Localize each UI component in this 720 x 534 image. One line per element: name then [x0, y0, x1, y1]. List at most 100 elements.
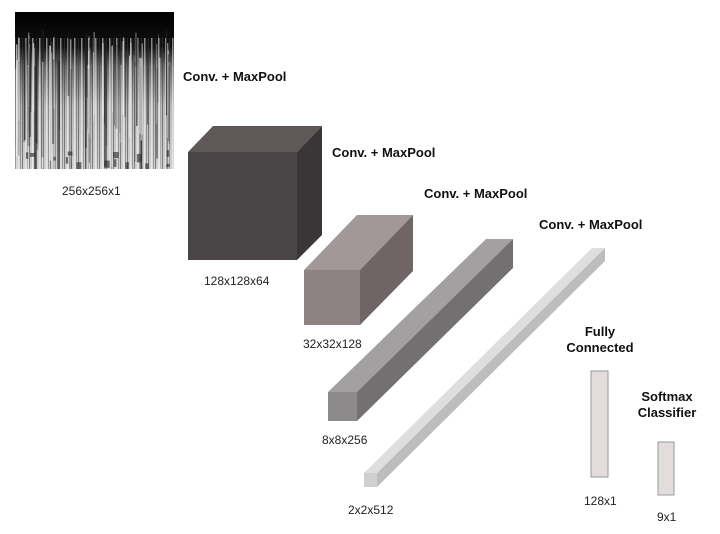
spectrogram-streak [89, 47, 91, 138]
spectrogram-streak [17, 37, 21, 121]
spectrogram-streak [105, 38, 108, 146]
spectrogram-streak [124, 53, 127, 118]
spectrogram-blob [166, 163, 170, 168]
spectrogram-streak [104, 41, 107, 167]
conv-block-2 [304, 215, 413, 325]
fully-connected-title-line1: Fully [584, 324, 616, 339]
softmax-title-line2: Classifier [637, 405, 697, 420]
spectrogram-streak [123, 58, 125, 120]
spectrogram-streak [159, 57, 161, 169]
spectrogram-streak [86, 33, 88, 98]
spectrogram-streak [15, 69, 17, 169]
layer-3-operation-label: Conv. + MaxPool [424, 186, 528, 201]
spectrogram-blob [67, 151, 73, 156]
spectrogram-streak [158, 34, 160, 127]
spectrogram-blob [104, 160, 110, 168]
fully-connected-shape-label: 128x1 [584, 494, 617, 508]
softmax-layer [657, 441, 675, 496]
spectrogram-streak [147, 37, 149, 125]
layer-4-operation-label: Conv. + MaxPool [539, 217, 643, 232]
spectrogram-streak [166, 43, 169, 139]
spectrogram-streak [121, 41, 124, 115]
spectrogram-streak [49, 45, 51, 161]
spectrogram-streak [134, 61, 136, 162]
softmax-title-line1: Softmax [641, 389, 693, 404]
spectrogram-streak [88, 50, 90, 169]
spectrogram-blob [113, 152, 119, 159]
spectrogram-streak [34, 66, 36, 169]
spectrogram-streak [133, 55, 135, 160]
spectrogram-streak [119, 33, 121, 133]
fully-connected-title-line2: Connected [566, 340, 634, 355]
layer-3-shape-label: 8x8x256 [322, 433, 368, 447]
softmax-shape-label: 9x1 [657, 510, 677, 524]
spectrogram-blob [113, 159, 117, 167]
spectrogram-streak [93, 52, 94, 122]
spectrogram-streak [17, 61, 20, 156]
conv-block-1 [188, 126, 322, 260]
spectrogram-streak [139, 57, 141, 134]
spectrogram-streak [129, 55, 131, 137]
spectrogram-streak [86, 47, 88, 129]
spectrogram-streak [51, 41, 53, 165]
softmax-title: Softmax Classifier [622, 389, 712, 421]
spectrogram-streak [102, 43, 104, 116]
spectrogram-streak [24, 40, 26, 140]
spectrogram-streak [15, 49, 16, 147]
spectrogram-streak [168, 65, 170, 144]
input-shape-label: 256x256x1 [62, 184, 121, 198]
spectrogram-streak [120, 64, 122, 144]
spectrogram-streak [122, 36, 124, 113]
conv-block-3 [328, 239, 513, 421]
spectrogram-streak [85, 33, 87, 169]
spectrogram-streak [88, 64, 90, 134]
spectrogram-streak [135, 38, 138, 126]
spectrogram-blob [125, 162, 129, 169]
spectrogram-streak [84, 45, 87, 149]
spectrogram-streak [140, 58, 143, 141]
spectrogram-streak [88, 40, 90, 163]
layer-2-shape-label: 32x32x128 [303, 337, 362, 351]
spectrogram-streak [67, 31, 70, 96]
spectrogram-streak [166, 30, 168, 116]
spectrogram-streak [35, 59, 36, 169]
spectrogram-streak [34, 45, 37, 169]
spectrogram-streak [35, 43, 38, 144]
spectrogram-streak [27, 65, 29, 169]
spectrogram-streak [51, 52, 52, 162]
spectrogram-blob [166, 150, 170, 157]
spectrogram-streak [157, 40, 159, 103]
spectrogram-streak [32, 43, 35, 112]
input-spectrogram [15, 12, 174, 169]
layer-2-operation-label: Conv. + MaxPool [332, 145, 436, 160]
spectrogram-streak [167, 54, 169, 142]
spectrogram-streak [114, 33, 115, 126]
spectrogram-streak [168, 61, 170, 169]
spectrogram-blob [65, 157, 69, 164]
spectrogram-streak [110, 46, 113, 167]
spectrogram-streak [53, 36, 55, 109]
spectrogram-streak [115, 44, 118, 129]
layer-1-shape-label: 128x128x64 [204, 274, 270, 288]
spectrogram-streak [29, 44, 30, 111]
spectrogram-streak [141, 43, 143, 135]
fully-connected-layer [590, 370, 609, 478]
spectrogram-streak [69, 39, 72, 158]
spectrogram-streak [70, 69, 72, 169]
spectrogram-blob [53, 156, 56, 161]
spectrogram-streak [42, 61, 44, 168]
spectrogram-streak [105, 66, 107, 128]
layer-4-shape-label: 2x2x512 [348, 503, 394, 517]
spectrogram-blob [136, 153, 142, 163]
spectrogram-blob [25, 152, 29, 159]
layer-1-operation-label: Conv. + MaxPool [183, 69, 287, 84]
spectrogram-streak [130, 42, 132, 106]
spectrogram-blob [76, 162, 82, 169]
spectrogram-streak [52, 59, 55, 144]
spectrogram-streak [156, 67, 159, 159]
spectrogram-streak [16, 60, 19, 157]
spectrogram-blob [145, 163, 149, 169]
spectrogram-streak [112, 45, 113, 113]
